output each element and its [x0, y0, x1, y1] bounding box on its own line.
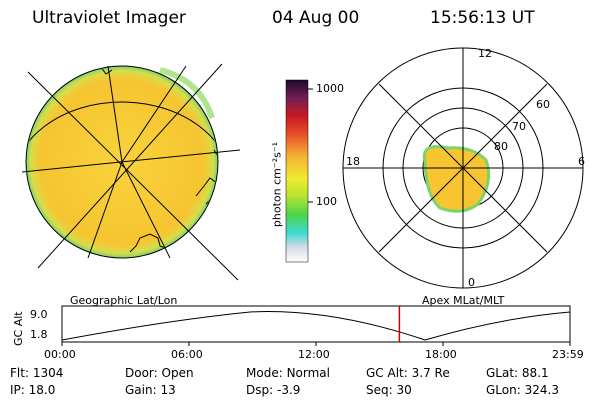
altitude-ytick-top: 9.0: [30, 308, 48, 321]
date-label: 04 Aug 00: [272, 8, 360, 28]
info-dsp: Dsp: -3.9: [246, 383, 301, 397]
colorbar-scale: [285, 79, 309, 263]
altitude-ylabel: GC Alt: [12, 311, 25, 346]
info-gc-alt: GC Alt: 3.7 Re: [366, 366, 450, 380]
altitude-xtick-4: 23:59: [552, 348, 584, 361]
left-panel-caption: Geographic Lat/Lon: [70, 294, 178, 307]
info-glon: GLon: 324.3: [486, 383, 559, 397]
mlt-label-18: 18: [346, 155, 360, 168]
mlt-label-0: 0: [468, 276, 475, 289]
colorbar-tick-100-label: 100: [316, 195, 337, 208]
graticule: [21, 63, 241, 281]
info-door: Door: Open: [125, 366, 194, 380]
auroral-oval: [422, 145, 491, 213]
altitude-xtick-1: 06:00: [171, 348, 203, 361]
colorbar-tick-1000-label: 1000: [316, 82, 344, 95]
limb-glow: [159, 67, 215, 119]
instrument-title: Ultraviolet Imager: [32, 8, 186, 28]
info-flt: Flt: 1304: [10, 366, 64, 380]
altitude-curve: [61, 311, 571, 341]
lat-label-70: 70: [512, 120, 526, 133]
info-ip: IP: 18.0: [10, 383, 56, 397]
altitude-xtick-2: 12:00: [298, 348, 330, 361]
altitude-xtick-3: 18:00: [425, 348, 457, 361]
time-label: 15:56:13 UT: [430, 8, 535, 28]
altitude-xtick-0: 00:00: [44, 348, 76, 361]
right-panel-caption: Apex MLat/MLT: [422, 294, 505, 307]
info-gain: Gain: 13: [125, 383, 176, 397]
info-mode: Mode: Normal: [246, 366, 330, 380]
lat-label-60: 60: [536, 98, 550, 111]
altitude-plot-frame: [61, 305, 571, 343]
info-seq: Seq: 30: [366, 383, 412, 397]
lat-label-80: 80: [494, 140, 508, 153]
altitude-ytick-bottom: 1.8: [30, 328, 48, 341]
info-glat: GLat: 88.1: [486, 366, 549, 380]
mlt-label-12: 12: [478, 47, 492, 60]
mlt-label-6: 6: [578, 155, 585, 168]
